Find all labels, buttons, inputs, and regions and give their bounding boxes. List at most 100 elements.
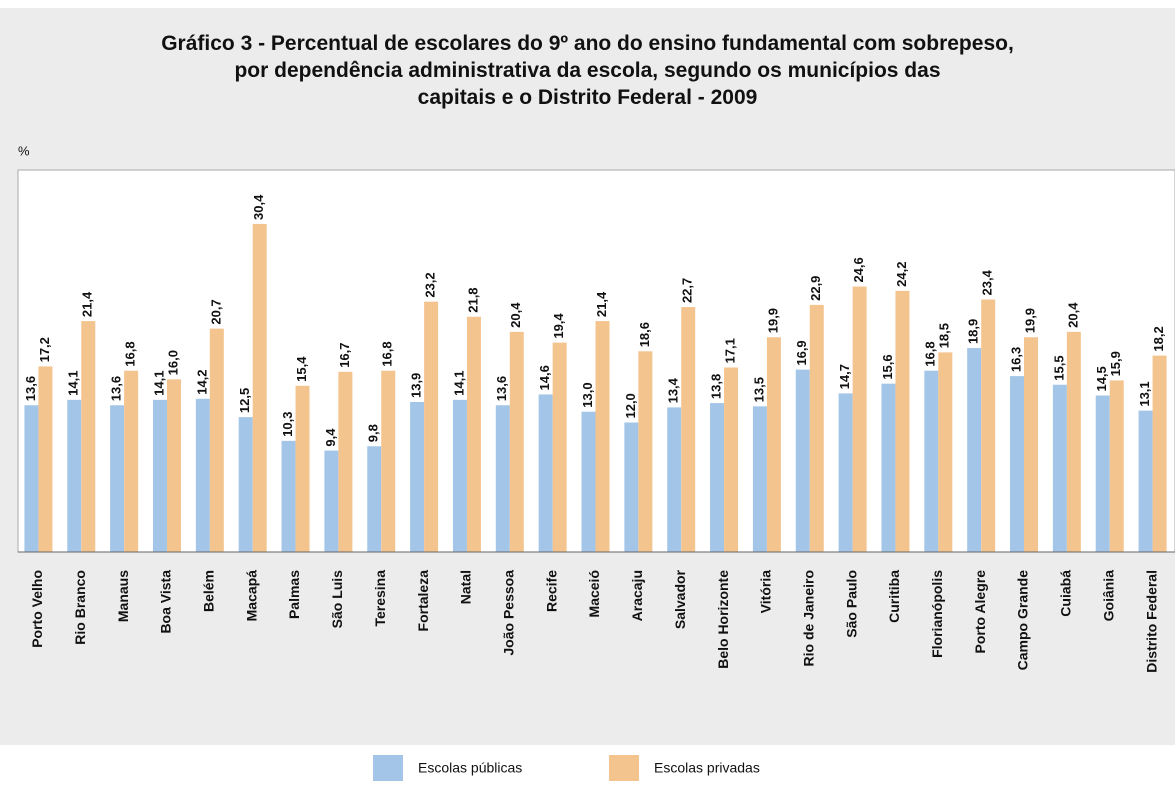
value-label: 9,4 xyxy=(323,428,338,447)
bar xyxy=(1095,395,1110,552)
bar xyxy=(667,407,682,552)
x-tick-label: João Pessoa xyxy=(500,570,516,656)
legend-label: Escolas públicas xyxy=(418,760,522,776)
bar xyxy=(495,405,510,552)
x-tick-label: Campo Grande xyxy=(1015,570,1031,671)
bar xyxy=(466,316,481,552)
bar xyxy=(624,422,639,552)
value-label: 22,9 xyxy=(808,276,823,301)
value-label: 10,3 xyxy=(280,412,295,437)
x-tick-label: Maceió xyxy=(586,570,602,617)
x-tick-label: Goiânia xyxy=(1100,570,1116,622)
bar xyxy=(724,367,739,552)
bar xyxy=(852,286,867,552)
bar xyxy=(195,398,210,552)
bar xyxy=(238,417,253,552)
value-label: 14,1 xyxy=(66,371,81,396)
bar xyxy=(967,348,982,552)
value-label: 18,9 xyxy=(966,319,981,344)
value-label: 13,6 xyxy=(23,376,38,401)
value-label: 19,9 xyxy=(765,308,780,333)
x-tick-label: Natal xyxy=(458,570,474,604)
value-label: 13,6 xyxy=(494,376,509,401)
x-tick-label: Manaus xyxy=(115,570,131,622)
legend-swatch xyxy=(373,755,403,781)
bar xyxy=(1066,331,1081,552)
value-label: 21,4 xyxy=(594,291,609,317)
bar xyxy=(424,301,439,552)
value-label: 13,0 xyxy=(580,382,595,407)
value-label: 19,9 xyxy=(1022,308,1037,333)
x-tick-label: Belo Horizonte xyxy=(715,570,731,669)
bar xyxy=(938,352,953,552)
x-tick-label: Florianópolis xyxy=(929,570,945,658)
value-label: 18,2 xyxy=(1151,326,1166,351)
value-label: 20,4 xyxy=(1065,302,1080,328)
value-label: 20,7 xyxy=(208,299,223,324)
value-label: 24,2 xyxy=(894,262,909,287)
value-label: 12,0 xyxy=(623,393,638,418)
bar xyxy=(381,370,396,552)
value-label: 13,8 xyxy=(708,374,723,399)
x-tick-label: Curitiba xyxy=(886,570,902,623)
bar xyxy=(766,337,781,552)
value-label: 15,5 xyxy=(1051,355,1066,380)
value-label: 21,8 xyxy=(465,287,480,312)
value-label: 17,1 xyxy=(722,338,737,363)
bar xyxy=(38,366,53,552)
value-label: 16,9 xyxy=(794,340,809,365)
bar xyxy=(581,411,596,552)
bar xyxy=(1152,355,1167,552)
bar xyxy=(338,371,353,552)
value-label: 13,9 xyxy=(409,373,424,398)
legend-swatch xyxy=(609,755,639,781)
bar xyxy=(281,440,296,552)
value-label: 18,5 xyxy=(937,323,952,348)
value-label: 16,0 xyxy=(165,350,180,375)
value-label: 16,7 xyxy=(337,342,352,367)
bar xyxy=(924,370,939,552)
bar xyxy=(881,383,896,552)
value-label: 23,2 xyxy=(423,272,438,297)
x-tick-label: Belém xyxy=(201,570,217,612)
bar xyxy=(324,450,339,552)
x-tick-label: Porto Alegre xyxy=(972,570,988,654)
x-tick-label: Cuiabá xyxy=(1058,570,1074,617)
bar xyxy=(410,402,425,552)
x-tick-label: Rio de Janeiro xyxy=(800,570,816,666)
bar xyxy=(981,299,996,552)
value-label: 15,6 xyxy=(880,354,895,379)
x-tick-label: Rio Branco xyxy=(72,570,88,645)
bar xyxy=(152,399,167,552)
value-label: 15,9 xyxy=(1108,351,1123,376)
x-tick-label: Boa Vista xyxy=(158,570,174,634)
value-label: 16,8 xyxy=(123,341,138,366)
bar xyxy=(452,399,467,552)
x-tick-label: Vitória xyxy=(758,570,774,614)
x-tick-label: Macapá xyxy=(243,570,259,622)
value-label: 13,5 xyxy=(751,377,766,402)
value-label: 21,4 xyxy=(80,291,95,317)
value-label: 14,1 xyxy=(151,371,166,396)
value-label: 16,8 xyxy=(380,341,395,366)
bar xyxy=(552,342,567,552)
bar xyxy=(710,403,725,552)
bar xyxy=(124,370,139,552)
legend-label: Escolas privadas xyxy=(654,760,760,776)
bar xyxy=(795,369,810,552)
bar xyxy=(838,393,853,552)
bar xyxy=(895,290,910,552)
chart-title: Gráfico 3 - Percentual de escolares do 9… xyxy=(161,32,1014,109)
x-tick-label: São Paulo xyxy=(843,570,859,638)
x-tick-label: Porto Velho xyxy=(29,570,45,648)
x-tick-label: Salvador xyxy=(672,569,688,629)
value-label: 13,6 xyxy=(109,376,124,401)
value-label: 18,6 xyxy=(637,322,652,347)
value-label: 22,7 xyxy=(680,278,695,303)
bar xyxy=(1010,376,1025,552)
value-label: 14,6 xyxy=(537,365,552,390)
y-axis-label: % xyxy=(18,143,30,158)
value-label: 16,3 xyxy=(1008,347,1023,372)
